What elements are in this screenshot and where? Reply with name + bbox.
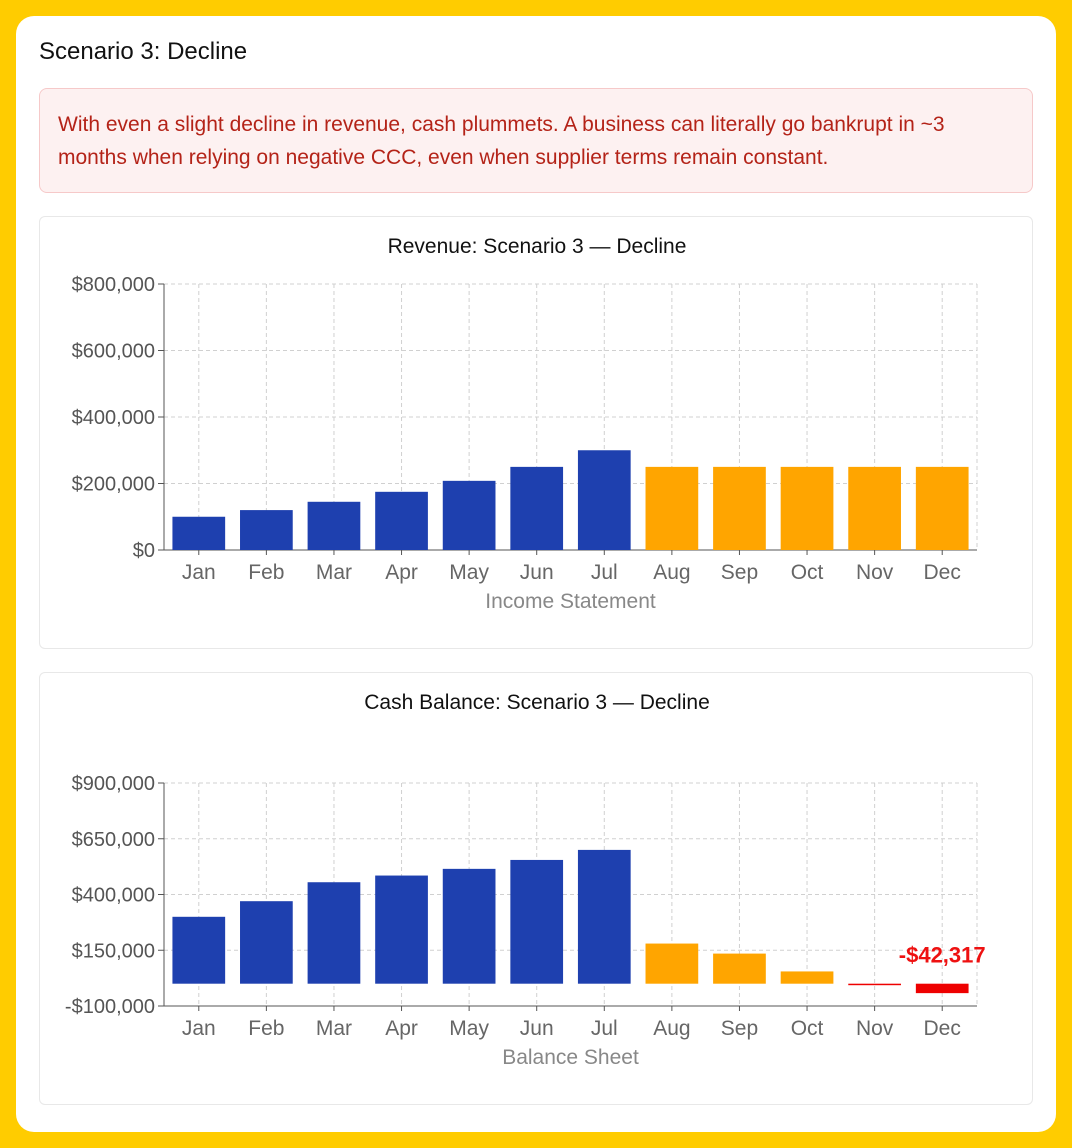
revenue-bar-mar (307, 501, 361, 550)
warning-text: With even a slight decline in revenue, c… (58, 113, 945, 169)
revenue-bar-oct (780, 466, 834, 550)
revenue-chart: Revenue: Scenario 3 — Decline $0 $200,000 $… (72, 235, 978, 613)
y-tick-label: $400,000 (72, 885, 155, 907)
cash-bar-mar (307, 882, 361, 984)
x-tick-label: Jul (591, 561, 618, 584)
cash-bar-aug (645, 943, 699, 984)
x-tick-label: Jan (182, 1017, 216, 1040)
cash-bar-dec (915, 983, 969, 994)
revenue-bar-jul (577, 450, 631, 550)
revenue-chart-panel: Revenue: Scenario 3 — Decline $0 $200,000 $… (39, 216, 1033, 649)
revenue-bar-dec (915, 466, 969, 550)
scenario-title: Scenario 3: Decline (39, 38, 248, 65)
x-tick-label: Dec (924, 561, 961, 584)
x-tick-label: Sep (721, 561, 758, 584)
revenue-bar-sep (713, 466, 766, 550)
x-tick-label: Dec (924, 1017, 961, 1040)
cash-balance-chart-panel: Cash Balance: Scenario 3 — Decline -$100,… (39, 672, 1033, 1105)
revenue-bar-feb (240, 510, 293, 550)
revenue-bar-nov (848, 466, 901, 550)
x-tick-label: Apr (385, 561, 418, 584)
y-tick-label: $400,000 (72, 407, 155, 429)
x-tick-label: Mar (316, 1017, 352, 1040)
cash-balance-chart: Cash Balance: Scenario 3 — Decline -$100,… (65, 691, 986, 1069)
y-tick-label: $650,000 (72, 829, 155, 851)
x-tick-label: Mar (316, 561, 352, 584)
cash-bar-feb (240, 901, 293, 984)
y-tick-label: $600,000 (72, 341, 155, 363)
y-tick-label: $800,000 (72, 274, 155, 296)
x-tick-label: Aug (653, 1017, 690, 1040)
revenue-x-axis-label: Income Statement (485, 590, 656, 613)
y-tick-label: $150,000 (72, 940, 155, 962)
y-tick-label: -$100,000 (65, 996, 155, 1018)
cash-data-label-dec: -$42,317 (899, 943, 986, 968)
cash-bar-may (442, 868, 496, 984)
y-tick-label: $0 (133, 540, 155, 562)
revenue-bar-jun (510, 466, 564, 550)
x-tick-label: May (449, 561, 489, 584)
revenue-bar-jan (172, 516, 226, 550)
x-tick-label: Sep (721, 1017, 758, 1040)
cash-bar-jul (577, 849, 631, 984)
y-tick-label: $900,000 (72, 773, 155, 795)
x-tick-label: Aug (653, 561, 690, 584)
x-tick-label: Jun (520, 1017, 554, 1040)
x-tick-label: Apr (385, 1017, 418, 1040)
revenue-chart-title: Revenue: Scenario 3 — Decline (388, 235, 687, 258)
cash-x-axis-label: Balance Sheet (502, 1046, 639, 1069)
revenue-bar-may (442, 480, 496, 550)
cash-bar-sep (713, 953, 766, 984)
revenue-bar-apr (375, 491, 428, 550)
cash-bar-jun (510, 859, 564, 984)
y-tick-label: $200,000 (72, 474, 155, 496)
x-tick-label: Jul (591, 1017, 618, 1040)
cash-bar-nov (848, 983, 901, 986)
x-tick-label: Oct (791, 561, 824, 584)
x-tick-label: Nov (856, 561, 894, 584)
cash-bar-oct (780, 971, 834, 984)
x-tick-label: Oct (791, 1017, 824, 1040)
cash-chart-title: Cash Balance: Scenario 3 — Decline (364, 691, 710, 714)
x-tick-label: Jun (520, 561, 554, 584)
warning-alert: With even a slight decline in revenue, c… (39, 88, 1033, 193)
revenue-bar-aug (645, 466, 699, 550)
x-tick-label: Nov (856, 1017, 894, 1040)
scenario-card: Scenario 3: Decline With even a slight d… (16, 16, 1056, 1132)
x-tick-label: Jan (182, 561, 216, 584)
cash-bar-jan (172, 916, 226, 984)
x-tick-label: May (449, 1017, 489, 1040)
x-tick-label: Feb (248, 561, 284, 584)
x-tick-label: Feb (248, 1017, 284, 1040)
cash-bar-apr (375, 875, 428, 984)
